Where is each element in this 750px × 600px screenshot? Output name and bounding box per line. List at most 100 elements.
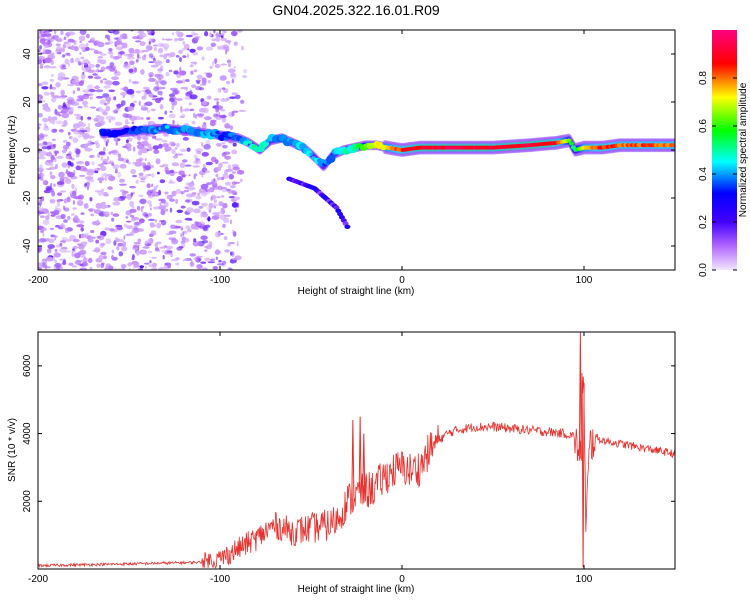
noise-speckle — [189, 94, 198, 100]
noise-speckle — [221, 142, 226, 145]
noise-speckle — [227, 267, 233, 270]
noise-speckle — [111, 116, 116, 121]
noise-speckle — [151, 267, 158, 270]
noise-speckle — [200, 192, 207, 197]
noise-speckle — [179, 162, 186, 169]
noise-speckle — [85, 176, 94, 181]
noise-speckle — [224, 123, 231, 129]
noise-speckle — [111, 254, 114, 261]
noise-speckle — [42, 258, 46, 262]
noise-speckle — [174, 147, 178, 150]
noise-speckle — [48, 238, 55, 244]
noise-speckle — [146, 110, 151, 113]
noise-speckle — [40, 230, 44, 233]
noise-speckle — [139, 220, 142, 225]
noise-speckle — [136, 228, 144, 232]
noise-speckle — [114, 69, 118, 74]
noise-speckle — [168, 141, 176, 147]
noise-speckle — [145, 117, 149, 120]
noise-speckle — [81, 64, 84, 71]
noise-speckle — [142, 86, 150, 90]
noise-speckle — [45, 215, 50, 221]
figure-title: GN04.2025.322.16.01.R09 — [272, 2, 440, 18]
noise-speckle — [219, 75, 227, 81]
noise-speckle — [49, 166, 57, 170]
noise-speckle — [226, 243, 231, 247]
noise-speckle — [149, 203, 153, 208]
noise-speckle — [201, 212, 208, 218]
noise-speckle — [40, 215, 45, 218]
noise-speckle — [52, 138, 56, 141]
noise-speckle — [175, 142, 180, 148]
noise-speckle — [70, 44, 75, 50]
noise-speckle — [86, 179, 95, 183]
noise-speckle — [64, 250, 72, 253]
noise-speckle — [137, 30, 145, 34]
noise-speckle — [65, 154, 73, 160]
noise-speckle — [108, 175, 116, 182]
noise-speckle — [214, 58, 218, 63]
noise-speckle — [169, 97, 175, 103]
noise-speckle — [221, 195, 225, 198]
noise-speckle — [62, 149, 67, 154]
noise-speckle — [78, 174, 86, 177]
secondary-branch — [286, 176, 351, 229]
noise-speckle — [225, 40, 232, 43]
noise-speckle — [201, 175, 204, 178]
noise-speckle — [158, 47, 164, 54]
noise-speckle — [178, 170, 185, 176]
noise-speckle — [43, 92, 50, 96]
noise-speckle — [190, 223, 197, 230]
noise-speckle — [48, 151, 52, 155]
noise-speckle — [165, 59, 170, 64]
noise-speckle — [87, 168, 95, 173]
noise-speckle — [95, 202, 103, 209]
noise-speckle — [164, 38, 173, 41]
noise-speckle — [178, 71, 186, 76]
noise-speckle — [75, 165, 82, 171]
noise-speckle — [236, 202, 240, 208]
noise-speckle — [125, 159, 129, 164]
noise-speckle — [155, 97, 162, 104]
noise-speckle — [74, 260, 82, 265]
noise-speckle — [110, 211, 114, 216]
noise-speckle — [214, 159, 219, 165]
noise-speckle — [164, 147, 169, 153]
noise-speckle — [175, 98, 183, 101]
noise-speckle — [109, 51, 114, 56]
noise-speckle — [212, 185, 220, 190]
ridge-core — [248, 140, 253, 144]
noise-speckle — [94, 140, 99, 145]
noise-speckle — [181, 48, 186, 51]
noise-speckle — [186, 147, 191, 152]
noise-speckle — [194, 36, 200, 41]
noise-speckle — [120, 100, 126, 106]
noise-speckle — [72, 137, 79, 144]
noise-speckle — [80, 212, 85, 215]
noise-speckle — [205, 244, 212, 250]
noise-speckle — [189, 187, 196, 190]
noise-speckle — [175, 55, 180, 58]
noise-speckle — [229, 96, 236, 99]
noise-speckle — [190, 61, 198, 64]
noise-speckle — [62, 205, 66, 211]
noise-speckle — [208, 209, 212, 213]
noise-speckle — [42, 117, 49, 123]
noise-speckle — [115, 238, 121, 242]
noise-speckle — [206, 72, 213, 78]
noise-speckle — [54, 30, 57, 35]
noise-speckle — [133, 241, 141, 245]
noise-speckle — [147, 218, 155, 221]
noise-speckle — [148, 77, 156, 82]
noise-speckle — [62, 65, 66, 68]
noise-speckle — [220, 176, 225, 181]
noise-speckle — [172, 155, 179, 159]
noise-speckle — [113, 56, 120, 60]
noise-speckle — [105, 238, 112, 245]
ridge-core — [164, 125, 170, 129]
noise-speckle — [233, 66, 236, 69]
noise-speckle — [83, 62, 88, 66]
noise-speckle — [95, 75, 99, 77]
